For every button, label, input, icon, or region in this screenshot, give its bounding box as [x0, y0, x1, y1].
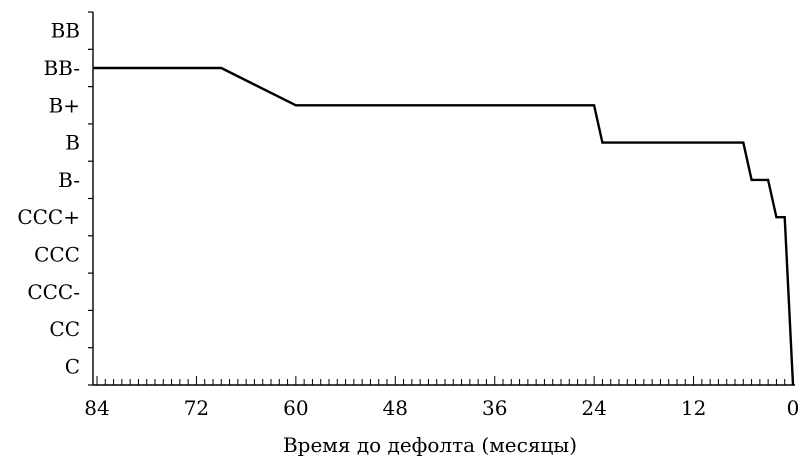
x-tick-label: 36: [482, 396, 507, 420]
y-tick-label: BB: [51, 19, 80, 43]
y-tick-label: B: [65, 131, 80, 155]
y-tick-label: B+: [49, 93, 80, 117]
y-tick-label: CC: [49, 317, 80, 341]
x-tick-label: 72: [184, 396, 209, 420]
y-ticks: [88, 11, 93, 386]
x-tick-label: 60: [283, 396, 308, 420]
y-tick-label: B-: [58, 168, 80, 192]
x-tick-labels: 84 72 60 48 36 24 12 0: [84, 396, 799, 420]
y-tick-label: CCC: [34, 242, 80, 266]
x-ticks: [96, 376, 794, 385]
y-tick-label: C: [65, 354, 80, 378]
x-tick-label: 48: [383, 396, 408, 420]
x-axis-title: Время до дефолта (месяцы): [283, 433, 577, 457]
y-tick-label: CCC-: [27, 280, 80, 304]
y-tick-label: CCC+: [17, 205, 80, 229]
y-tick-label: BB-: [43, 56, 80, 80]
series-line: [93, 66, 795, 386]
x-tick-label: 24: [581, 396, 606, 420]
x-tick-label: 12: [681, 396, 706, 420]
x-tick-label: 0: [787, 396, 800, 420]
x-tick-label: 84: [84, 396, 109, 420]
